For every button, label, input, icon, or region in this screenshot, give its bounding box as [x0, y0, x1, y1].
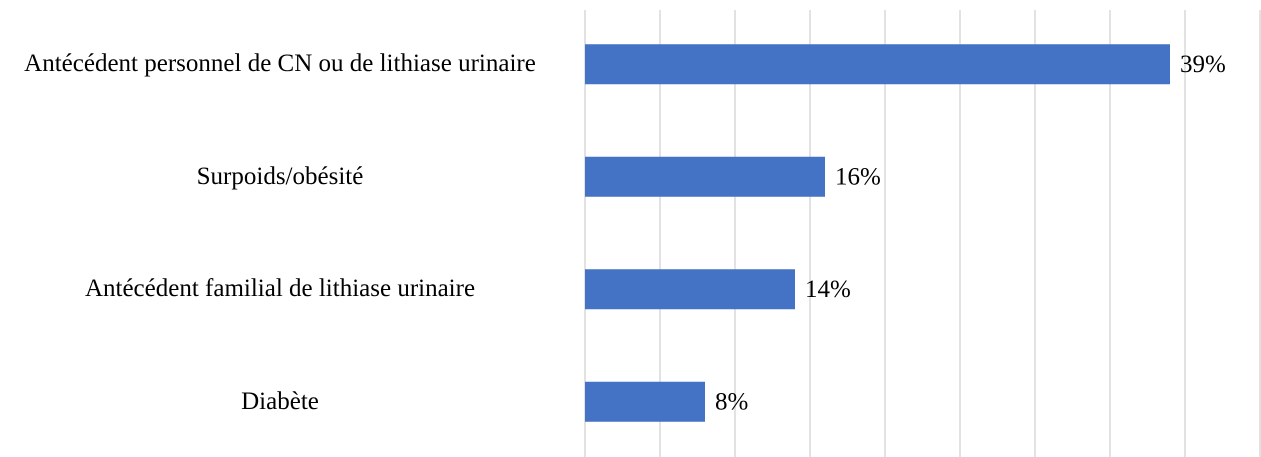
y-tick-label: Antécédent familial de lithiase urinaire: [84, 275, 476, 303]
value-label: 39%: [1180, 51, 1226, 78]
bar: [585, 44, 1170, 85]
y-tick-label: Surpoids/obésité: [196, 162, 364, 190]
value-label: 8%: [715, 388, 748, 415]
bar: [585, 381, 705, 422]
bar: [585, 156, 825, 197]
value-label: 14%: [805, 276, 851, 303]
value-label: 16%: [835, 163, 881, 190]
y-tick-label: Antécédent personnel de CN ou de lithias…: [24, 50, 536, 78]
bar: [585, 269, 795, 310]
y-tick-label: Diabète: [241, 387, 319, 415]
